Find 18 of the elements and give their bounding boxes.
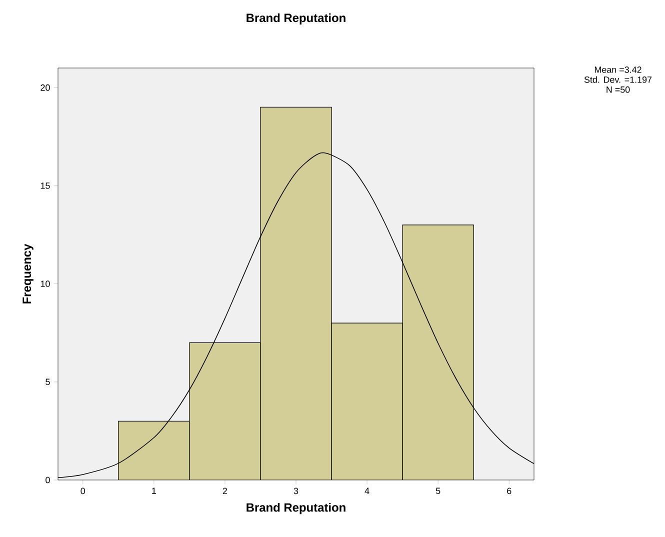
text: Mean =3.42 (594, 66, 642, 73)
x-tick-label: 5 (436, 488, 440, 494)
x-tick-label: 1 (152, 488, 156, 494)
x-tick-label: 3 (294, 488, 298, 494)
text: N =50 (606, 86, 630, 93)
y-tick-label: 20 (40, 84, 50, 91)
x-axis-title: Brand Reputation (246, 502, 346, 514)
y-tick-label: 15 (40, 182, 50, 189)
x-tick-label: 0 (80, 488, 86, 494)
x-tick-label: 4 (364, 488, 370, 494)
y-tick-label: 0 (46, 476, 50, 484)
text: Std. Dev. =1.197 (584, 76, 652, 83)
y-tick-label: 10 (40, 280, 50, 287)
x-tick-label: 6 (507, 488, 512, 494)
y-axis-title: Frequency (22, 244, 34, 304)
chart-title: Brand Reputation (246, 13, 346, 24)
y-tick-label: 5 (46, 378, 50, 386)
x-tick-label: 2 (222, 488, 227, 494)
